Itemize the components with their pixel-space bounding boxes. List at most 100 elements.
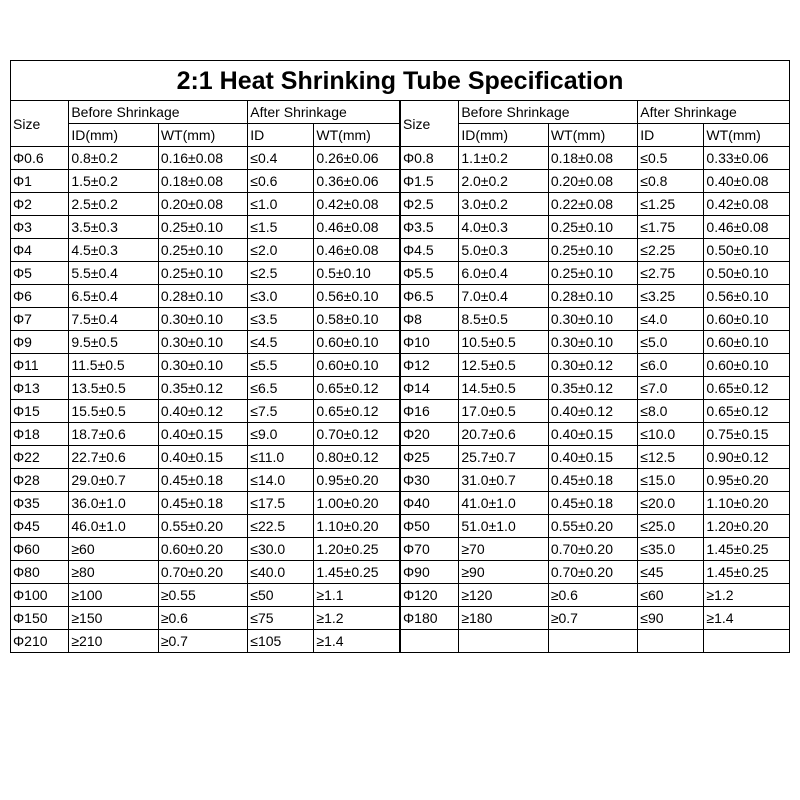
table-row: Φ4.55.0±0.30.25±0.10≤2.250.50±0.10 [401, 239, 790, 262]
cell-value: ≤40.0 [248, 561, 314, 584]
table-row: Φ0.60.8±0.20.16±0.08≤0.40.26±0.06 [11, 147, 400, 170]
cell-value: 0.50±0.10 [704, 239, 790, 262]
cell-value: 8.5±0.5 [459, 308, 548, 331]
cell-value: ≤35.0 [638, 538, 704, 561]
cell-value: 1.45±0.25 [704, 561, 790, 584]
cell-value: 0.40±0.12 [158, 400, 247, 423]
cell-value [638, 630, 704, 653]
table-row: Φ70≥700.70±0.20≤35.01.45±0.25 [401, 538, 790, 561]
cell-value: 46.0±1.0 [69, 515, 158, 538]
cell-value: 0.30±0.12 [548, 354, 637, 377]
table-body-left: Φ0.60.8±0.20.16±0.08≤0.40.26±0.06Φ11.5±0… [11, 147, 400, 653]
table-row: Φ6.57.0±0.40.28±0.10≤3.250.56±0.10 [401, 285, 790, 308]
cell-value: ≤0.5 [638, 147, 704, 170]
header-after: After Shrinkage [638, 101, 790, 124]
cell-value: 1.20±0.20 [704, 515, 790, 538]
cell-value: 14.5±0.5 [459, 377, 548, 400]
cell-value: ≤50 [248, 584, 314, 607]
cell-size: Φ13 [11, 377, 69, 400]
cell-value: 17.0±0.5 [459, 400, 548, 423]
cell-size: Φ14 [401, 377, 459, 400]
cell-value: 3.5±0.3 [69, 216, 158, 239]
cell-value: 0.30±0.10 [548, 331, 637, 354]
cell-size: Φ70 [401, 538, 459, 561]
table-row: Φ210≥210≥0.7≤105≥1.4 [11, 630, 400, 653]
table-row: Φ55.5±0.40.25±0.10≤2.50.5±0.10 [11, 262, 400, 285]
cell-size: Φ10 [401, 331, 459, 354]
cell-value: 0.55±0.20 [158, 515, 247, 538]
cell-value: 0.30±0.10 [158, 354, 247, 377]
cell-value: ≥1.4 [314, 630, 400, 653]
cell-value: 0.28±0.10 [158, 285, 247, 308]
cell-value: ≤1.25 [638, 193, 704, 216]
cell-size: Φ210 [11, 630, 69, 653]
cell-value: 0.22±0.08 [548, 193, 637, 216]
cell-value: 0.45±0.18 [158, 492, 247, 515]
cell-value: 3.0±0.2 [459, 193, 548, 216]
table-row: Φ3536.0±1.00.45±0.18≤17.51.00±0.20 [11, 492, 400, 515]
cell-value: 0.65±0.12 [314, 377, 400, 400]
table-row: Φ2525.7±0.70.40±0.15≤12.50.90±0.12 [401, 446, 790, 469]
cell-size: Φ40 [401, 492, 459, 515]
cell-size: Φ1 [11, 170, 69, 193]
cell-size: Φ11 [11, 354, 69, 377]
cell-value: 0.46±0.08 [704, 216, 790, 239]
cell-value: 0.40±0.08 [704, 170, 790, 193]
cell-value: ≥0.7 [548, 607, 637, 630]
table-row: Φ1414.5±0.50.35±0.12≤7.00.65±0.12 [401, 377, 790, 400]
cell-value: 0.60±0.10 [314, 354, 400, 377]
cell-size: Φ16 [401, 400, 459, 423]
cell-value: 0.35±0.12 [158, 377, 247, 400]
cell-value: 25.7±0.7 [459, 446, 548, 469]
cell-size: Φ12 [401, 354, 459, 377]
cell-value: 18.7±0.6 [69, 423, 158, 446]
cell-value: ≤7.0 [638, 377, 704, 400]
header-aid: ID [638, 124, 704, 147]
cell-value: 31.0±0.7 [459, 469, 548, 492]
table-row: Φ2829.0±0.70.45±0.18≤14.00.95±0.20 [11, 469, 400, 492]
cell-value: ≤8.0 [638, 400, 704, 423]
cell-value: 0.95±0.20 [704, 469, 790, 492]
cell-value: 4.5±0.3 [69, 239, 158, 262]
cell-value: ≥100 [69, 584, 158, 607]
table-row: Φ66.5±0.40.28±0.10≤3.00.56±0.10 [11, 285, 400, 308]
cell-value: 1.20±0.25 [314, 538, 400, 561]
table-row: Φ4546.0±1.00.55±0.20≤22.51.10±0.20 [11, 515, 400, 538]
cell-value: 1.45±0.25 [314, 561, 400, 584]
cell-value: 0.58±0.10 [314, 308, 400, 331]
cell-value: 9.5±0.5 [69, 331, 158, 354]
cell-value: 0.90±0.12 [704, 446, 790, 469]
cell-value: ≤1.0 [248, 193, 314, 216]
cell-size: Φ30 [401, 469, 459, 492]
cell-value: ≤1.5 [248, 216, 314, 239]
cell-value: 0.60±0.20 [158, 538, 247, 561]
table-row: Φ2020.7±0.60.40±0.15≤10.00.75±0.15 [401, 423, 790, 446]
cell-value: 0.65±0.12 [704, 377, 790, 400]
cell-size: Φ6 [11, 285, 69, 308]
cell-value: 0.40±0.15 [158, 423, 247, 446]
table-row: Φ1010.5±0.50.30±0.10≤5.00.60±0.10 [401, 331, 790, 354]
cell-size: Φ25 [401, 446, 459, 469]
cell-value: 0.60±0.10 [704, 354, 790, 377]
cell-value: ≤14.0 [248, 469, 314, 492]
cell-value: ≥150 [69, 607, 158, 630]
cell-size: Φ6.5 [401, 285, 459, 308]
cell-value: 0.40±0.15 [548, 446, 637, 469]
cell-value: 0.16±0.08 [158, 147, 247, 170]
cell-value: 10.5±0.5 [459, 331, 548, 354]
cell-value: 13.5±0.5 [69, 377, 158, 400]
cell-size: Φ1.5 [401, 170, 459, 193]
cell-value: 0.42±0.08 [704, 193, 790, 216]
cell-value: 0.33±0.06 [704, 147, 790, 170]
cell-value: ≤4.5 [248, 331, 314, 354]
table-row: Φ1212.5±0.50.30±0.12≤6.00.60±0.10 [401, 354, 790, 377]
cell-value: ≤45 [638, 561, 704, 584]
cell-value: 51.0±1.0 [459, 515, 548, 538]
cell-value: 15.5±0.5 [69, 400, 158, 423]
cell-value: 29.0±0.7 [69, 469, 158, 492]
header-wt: WT(mm) [548, 124, 637, 147]
cell-value: 36.0±1.0 [69, 492, 158, 515]
cell-value: 5.5±0.4 [69, 262, 158, 285]
header-before: Before Shrinkage [459, 101, 638, 124]
cell-value: 0.36±0.06 [314, 170, 400, 193]
